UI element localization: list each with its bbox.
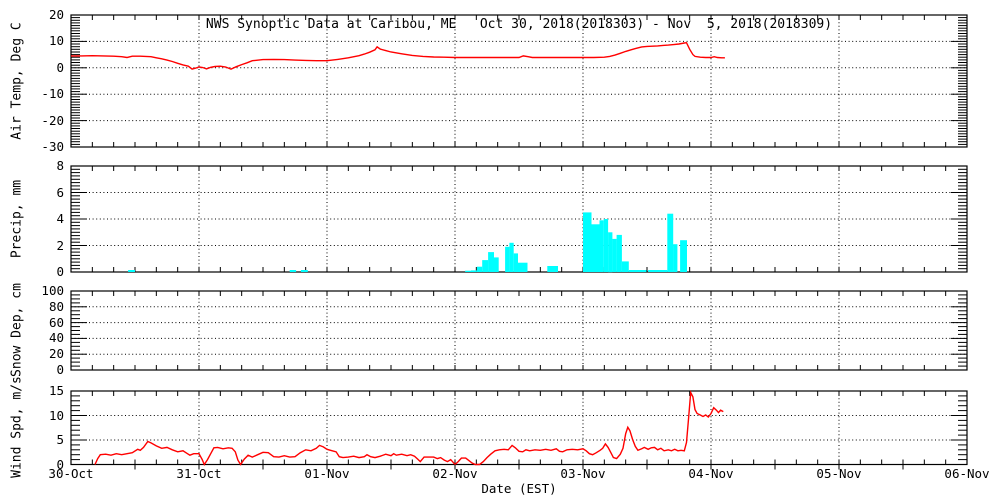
precipitation-bar (680, 240, 687, 272)
y-tick-label: 80 (48, 298, 64, 314)
x-tick-label: 31-Oct (176, 466, 222, 481)
precipitation-bar (300, 270, 308, 272)
precipitation-bar (673, 244, 678, 272)
x-tick-label: 03-Nov (560, 466, 606, 481)
y-tick-label: 4 (56, 211, 64, 226)
y-tick-label: 10 (48, 407, 64, 423)
panel-border (70, 290, 968, 371)
x-tick-label: 05-Nov (816, 466, 862, 481)
y-tick-label: 10 (48, 33, 64, 49)
x-tick-label: 04-Nov (688, 466, 734, 481)
xlabel-date-est: Date (EST) (481, 481, 557, 496)
y-tick-label: 0 (56, 59, 64, 75)
precipitation-bar (482, 260, 489, 272)
y-tick-label: -20 (41, 112, 64, 128)
precipitation-bar (128, 270, 135, 272)
y-tick-label: 20 (48, 346, 64, 362)
y-tick-label: 6 (56, 184, 64, 200)
air-temperature-line (71, 41, 725, 70)
panel-border (70, 390, 968, 466)
precipitation-bar (648, 270, 668, 272)
panel-border (70, 14, 968, 148)
y-tick-label: 0 (56, 362, 64, 377)
x-tick-label: 01-Nov (304, 466, 350, 481)
y-tick-label: -10 (41, 86, 64, 102)
y-tick-label: 0 (56, 264, 64, 279)
y-tick-label: -30 (41, 139, 64, 154)
precipitation-bar (608, 232, 613, 273)
y-tick-label: 40 (48, 330, 64, 346)
precipitation-bar (621, 261, 629, 272)
precipitation-bar (505, 246, 510, 272)
wind-speed-line (94, 389, 724, 466)
precipitation-bar (616, 234, 622, 272)
precipitation-bar (599, 220, 604, 272)
y-tick-label: 0 (56, 456, 64, 472)
precipitation-bar (583, 212, 592, 272)
precipitation-bar (513, 253, 518, 272)
chart-title: NWS Synoptic Data at Caribou, ME Oct 30,… (205, 17, 833, 32)
precipitation-bar (628, 270, 647, 272)
y-tick-label: 5 (56, 432, 64, 447)
precipitation-bar (612, 238, 617, 272)
precipitation-bar (289, 270, 297, 272)
y-tick-label: 20 (48, 7, 64, 22)
y-tick-label: 60 (48, 314, 64, 330)
precipitation-bar (488, 252, 494, 272)
precipitation-bar (465, 270, 471, 272)
y-tick-label: 100 (41, 283, 64, 298)
y-tick-label: 15 (48, 383, 64, 398)
precipitation-bar (517, 262, 528, 272)
precipitation-bar (667, 213, 674, 272)
x-tick-label: 02-Nov (432, 466, 478, 481)
precipitation-bar (591, 224, 600, 272)
precipitation-bar (603, 219, 609, 272)
precipitation-bar (476, 266, 483, 272)
precipitation-bar (471, 270, 477, 272)
panel-border (70, 165, 968, 273)
precipitation-bar (493, 257, 499, 272)
y-tick-label: 2 (56, 237, 64, 253)
x-tick-label: 30-Oct (48, 466, 94, 481)
x-tick-label: 06-Nov (944, 466, 990, 481)
precipitation-bar (547, 266, 558, 272)
precipitation-bar (509, 242, 514, 272)
y-tick-label: 8 (56, 158, 64, 173)
